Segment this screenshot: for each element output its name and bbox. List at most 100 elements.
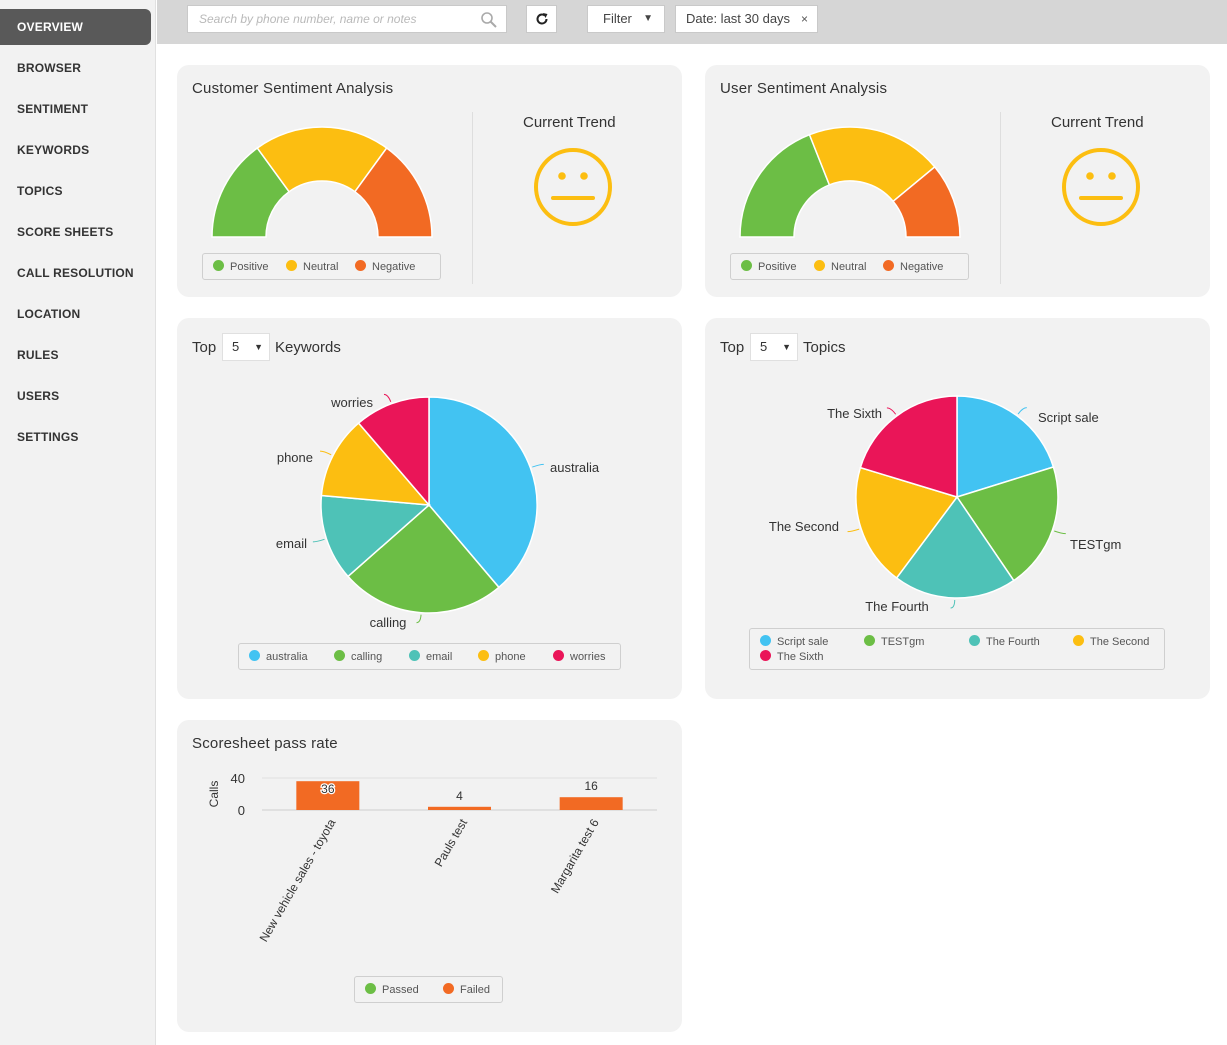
- legend-dot: [249, 650, 260, 661]
- bar-data-label: 36: [321, 782, 335, 796]
- legend-item-the-second[interactable]: The Second: [1073, 635, 1149, 649]
- legend-item-neutral[interactable]: Neutral: [814, 260, 866, 274]
- top-label: Top: [192, 339, 217, 356]
- bar-failed[interactable]: [296, 781, 360, 810]
- divider: [1000, 112, 1001, 284]
- legend-item-negative[interactable]: Negative: [883, 260, 943, 274]
- pie-slice-worries[interactable]: [357, 396, 430, 508]
- legend-item-australia[interactable]: australia: [249, 650, 308, 664]
- filter-dropdown[interactable]: Filter ▼: [587, 5, 665, 33]
- y-axis-label: Calls: [207, 781, 221, 808]
- x-tick-label: New vehicle sales - toyota: [257, 816, 339, 944]
- pie-slice-script-sale[interactable]: [956, 395, 1055, 499]
- pie-label-connector: [950, 599, 956, 609]
- sidebar-item-sentiment[interactable]: SENTIMENT: [17, 102, 89, 116]
- filter-label: Filter: [603, 11, 632, 26]
- legend-item-the-sixth[interactable]: The Sixth: [760, 650, 823, 664]
- sidebar-item-users[interactable]: USERS: [17, 389, 60, 403]
- legend-item-testgm[interactable]: TESTgm: [864, 635, 924, 649]
- legend-dot: [814, 260, 825, 271]
- legend-label: calling: [351, 651, 383, 663]
- legend-item-failed[interactable]: Failed: [443, 983, 490, 997]
- x-tick-label: Margarita test 6: [548, 816, 602, 895]
- legend-label: Positive: [758, 261, 797, 273]
- keywords-label: Keywords: [275, 339, 341, 356]
- caret-down-icon: ▼: [254, 342, 263, 352]
- sidebar-item-topics[interactable]: TOPICS: [17, 184, 63, 198]
- top-label: Top: [720, 339, 745, 356]
- legend-dot: [1073, 635, 1084, 646]
- sidebar-item-settings[interactable]: SETTINGS: [17, 430, 79, 444]
- pie-slice-testgm[interactable]: [955, 466, 1059, 582]
- select-value: 5: [232, 339, 240, 354]
- legend-dot: [365, 983, 376, 994]
- gauge-segment-negative[interactable]: [353, 146, 433, 238]
- legend-item-negative[interactable]: Negative: [355, 260, 415, 274]
- pie-slice-calling[interactable]: [346, 503, 500, 614]
- legend-item-neutral[interactable]: Neutral: [286, 260, 338, 274]
- legend-item-calling[interactable]: calling: [334, 650, 382, 664]
- legend-label: australia: [266, 651, 308, 663]
- pie-label-connector: [1054, 530, 1066, 535]
- legend-label: The Sixth: [777, 651, 824, 663]
- bar-failed[interactable]: [559, 797, 623, 810]
- pie-slice-email[interactable]: [320, 494, 431, 578]
- legend-label: The Fourth: [986, 636, 1040, 648]
- sidebar-item-call-resolution[interactable]: CALL RESOLUTION: [17, 266, 134, 280]
- legend-dot: [478, 650, 489, 661]
- search-icon[interactable]: [480, 11, 498, 29]
- search-box: [187, 5, 507, 33]
- legend-dot: [741, 260, 752, 271]
- select-value: 5: [760, 339, 768, 354]
- gauge-legend: Positive Neutral Negative: [730, 253, 969, 280]
- pie-label: Script sale: [1038, 410, 1099, 425]
- sidebar-item-rules[interactable]: RULES: [17, 348, 59, 362]
- pie-label: TESTgm: [1070, 537, 1121, 552]
- caret-down-icon: ▼: [643, 13, 653, 24]
- legend-item-the-fourth[interactable]: The Fourth: [969, 635, 1040, 649]
- pie-label: phone: [277, 450, 313, 465]
- keywords-legend: australia calling email phone worries: [238, 643, 621, 670]
- legend-item-positive[interactable]: Positive: [741, 260, 797, 274]
- bar-failed[interactable]: [428, 806, 491, 810]
- pie-label-connector: [320, 450, 332, 456]
- pie-label: worries: [330, 395, 373, 410]
- pie-slice-the-fourth[interactable]: [895, 495, 1015, 599]
- sidebar-item-score-sheets[interactable]: SCORE SHEETS: [17, 225, 114, 239]
- sidebar-item-location[interactable]: LOCATION: [17, 307, 81, 321]
- legend-item-worries[interactable]: worries: [553, 650, 605, 664]
- y-tick-label: 40: [231, 771, 245, 786]
- topics-count-select[interactable]: 5 ▼: [750, 333, 798, 361]
- keywords-count-select[interactable]: 5 ▼: [222, 333, 270, 361]
- pie-label-connector: [886, 407, 897, 415]
- caret-down-icon: ▼: [782, 342, 791, 352]
- pie-slice-phone[interactable]: [320, 422, 431, 506]
- search-input[interactable]: [188, 6, 468, 32]
- date-filter-chip[interactable]: Date: last 30 days ×: [675, 5, 818, 33]
- bar-data-label: 16: [584, 779, 598, 793]
- pie-label-connector: [416, 614, 422, 624]
- legend-item-script-sale[interactable]: Script sale: [760, 635, 828, 649]
- sidebar-item-browser[interactable]: BROWSER: [17, 61, 82, 75]
- pie-label-connector: [383, 393, 392, 403]
- refresh-button[interactable]: [526, 5, 557, 33]
- pie-label-connector: [1017, 407, 1027, 415]
- pie-slice-the-sixth[interactable]: [859, 395, 958, 499]
- date-chip-label: Date: last 30 days: [686, 11, 791, 26]
- legend-item-phone[interactable]: phone: [478, 650, 526, 664]
- legend-dot: [355, 260, 366, 271]
- legend-item-email[interactable]: email: [409, 650, 452, 664]
- refresh-icon: [536, 13, 547, 25]
- legend-item-passed[interactable]: Passed: [365, 983, 419, 997]
- pie-slice-the-second[interactable]: [855, 466, 959, 580]
- sidebar-item-keywords[interactable]: KEYWORDS: [17, 143, 90, 157]
- gauge-segment-negative[interactable]: [892, 165, 961, 238]
- close-icon[interactable]: ×: [800, 12, 808, 26]
- legend-dot: [553, 650, 564, 661]
- legend-item-positive[interactable]: Positive: [213, 260, 269, 274]
- pie-slice-australia[interactable]: [428, 396, 538, 589]
- gauge-segment-positive[interactable]: [739, 133, 831, 238]
- legend-label: Negative: [900, 261, 944, 273]
- sidebar-item-overview[interactable]: OVERVIEW: [0, 9, 151, 45]
- x-tick-label: Pauls test: [432, 816, 471, 869]
